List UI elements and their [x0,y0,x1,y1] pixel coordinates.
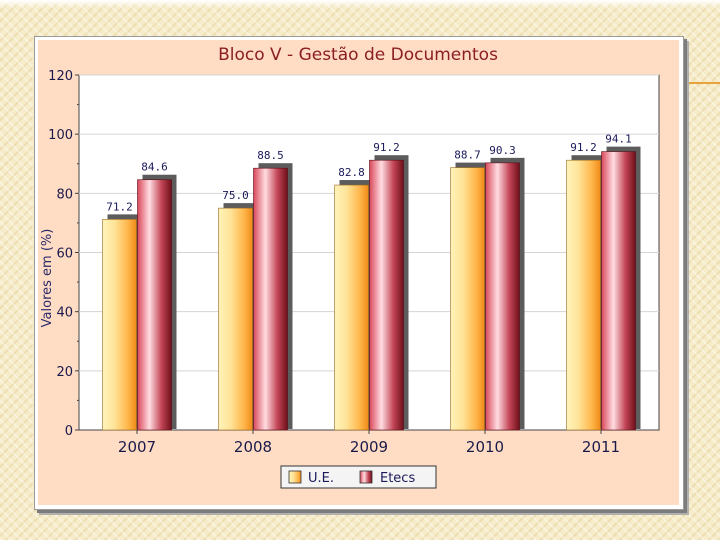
decorative-accent-line [686,82,720,84]
y-tick-label: 20 [56,365,73,380]
legend-label-etecs: Etecs [380,471,415,486]
bar-etecs-2011 [601,151,636,431]
data-label: 75.0 [222,189,249,202]
y-tick-label: 80 [56,187,73,202]
x-axis-categories: 2007 2008 2009 2010 2011 [118,430,620,456]
data-label: 84.6 [141,161,168,174]
data-label: 71.2 [106,200,133,213]
bar-ue-2011 [566,159,601,431]
chart-title: Bloco V - Gestão de Documentos [218,45,498,65]
chart-panel: Bloco V - Gestão de Documentos Valores e… [38,40,679,505]
bar-chart: Bloco V - Gestão de Documentos Valores e… [40,45,660,489]
y-axis-label: Valores em (%) [40,229,55,328]
x-category-label: 2009 [350,438,388,456]
x-category-label: 2010 [466,438,504,456]
data-label: 91.2 [570,141,597,154]
data-labels: 71.2 84.6 75.0 88.5 82.8 91.2 88.7 90.3 91.2 94.1 [106,133,632,214]
x-category-label: 2011 [582,438,620,456]
legend-swatch-ue [288,470,302,484]
bars [102,146,641,431]
y-tick-label: 40 [56,306,73,321]
y-axis-ticks: 0 20 40 60 80 100 120 [48,69,79,439]
legend: U.E. Etecs [280,465,437,489]
data-label: 91.2 [373,141,400,154]
bar-ue-2010 [450,167,485,431]
bar-etecs-2009 [369,159,404,431]
data-label: 88.5 [257,149,284,162]
bar-ue-2007 [102,219,137,431]
x-category-label: 2007 [118,438,156,456]
y-tick-label: 120 [48,69,73,84]
bar-etecs-2007 [137,179,172,431]
bar-etecs-2008 [253,167,288,431]
data-label: 82.8 [338,166,365,179]
data-label: 94.1 [605,133,632,146]
bar-etecs-2010 [485,162,520,431]
data-label: 88.7 [454,149,481,162]
legend-label-ue: U.E. [308,471,334,486]
chart-image-frame: Bloco V - Gestão de Documentos Valores e… [34,36,684,510]
data-label: 90.3 [489,144,516,157]
bar-ue-2008 [218,207,253,431]
y-tick-label: 0 [65,424,73,439]
legend-box [280,465,437,489]
y-tick-label: 100 [48,128,73,143]
slide-top-line [0,0,720,8]
bar-ue-2009 [334,184,369,431]
legend-swatch-etecs [359,470,373,484]
x-category-label: 2008 [234,438,272,456]
y-tick-label: 60 [56,247,73,262]
